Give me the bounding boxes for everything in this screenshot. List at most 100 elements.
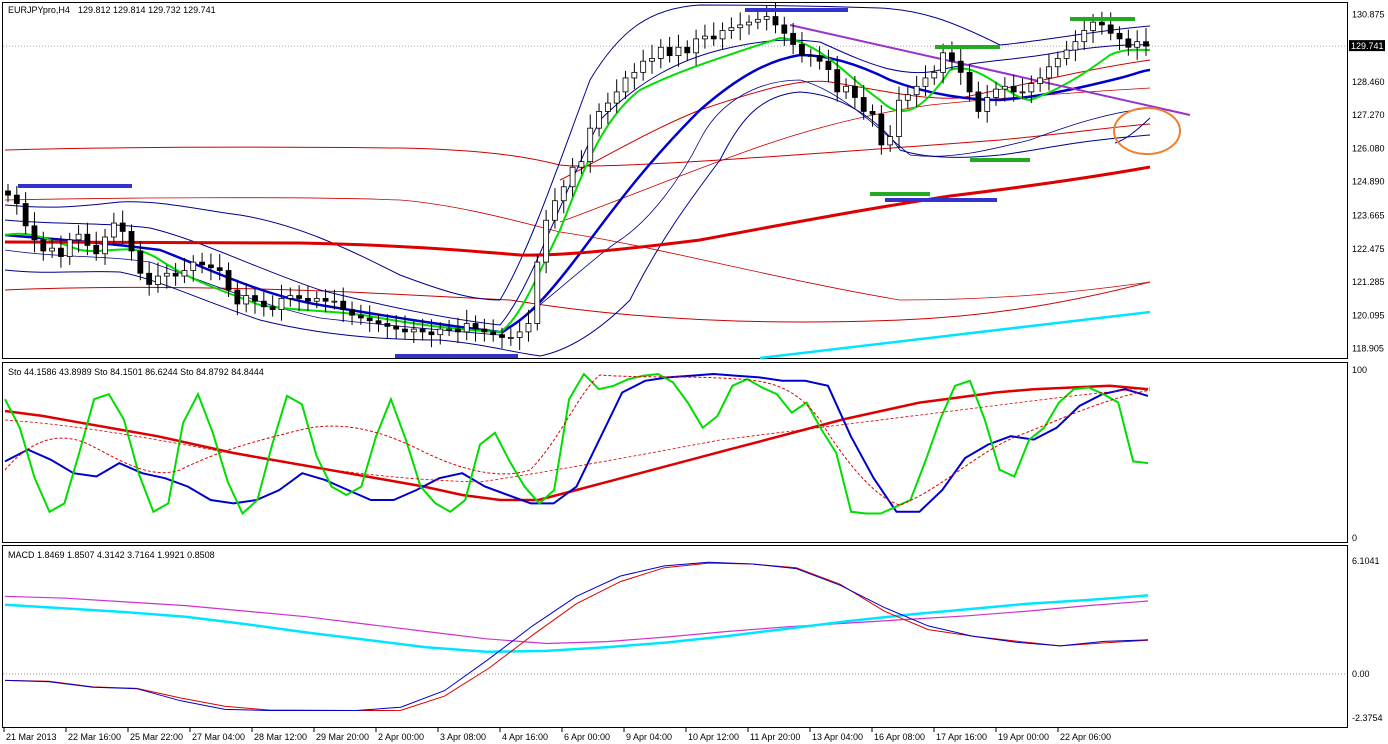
current-price-box (1349, 40, 1385, 52)
candle-down (375, 320, 382, 324)
candle-down (851, 85, 858, 98)
macd-main-line (4, 561, 1149, 711)
candle-up (613, 91, 620, 104)
candle-up (287, 295, 294, 299)
stochastic-lines (4, 372, 1151, 516)
time-tick-label: 9 Apr 04:00 (626, 732, 672, 742)
price-tick-label: 124.890 (1352, 176, 1385, 186)
env-mid-red (4, 197, 1151, 301)
candle-up (904, 94, 911, 101)
ohlc-label: 129.812 129.814 129.732 129.741 (78, 5, 216, 15)
cyan-line (759, 310, 1151, 360)
candle-up (807, 55, 814, 58)
candle-up (1019, 91, 1026, 94)
time-tick-label: 10 Apr 12:00 (688, 732, 739, 742)
candle-up (1001, 85, 1008, 90)
price-tick-label: 128.460 (1352, 77, 1385, 87)
candle-up (604, 102, 611, 112)
sto-signal-dotted-2 (4, 387, 1151, 483)
candle-down (146, 272, 153, 285)
time-tick-label: 11 Apr 20:00 (750, 732, 800, 742)
candle-up (940, 52, 947, 73)
price-tick-label: 127.270 (1352, 110, 1385, 120)
stochastic-panel[interactable] (2, 362, 1348, 543)
time-tick-label: 4 Apr 16:00 (502, 732, 548, 742)
macd-axis: 6.1041 0.00 -2.3754 (1352, 556, 1383, 723)
env-upper-red (4, 123, 1151, 167)
candle-up (243, 295, 250, 305)
candle-down (22, 203, 29, 227)
candle-down (305, 297, 311, 302)
candle-down (428, 331, 435, 336)
candle-up (1090, 21, 1096, 31)
annotations[interactable] (18, 8, 1181, 358)
candle-up (1063, 49, 1070, 59)
time-tick-label: 22 Apr 06:00 (1060, 732, 1111, 742)
price-tick-label: 122.475 (1352, 244, 1385, 254)
candle-up (922, 77, 929, 87)
time-tick-label: 21 Mar 2013 (6, 732, 57, 742)
candle-up (649, 58, 655, 62)
time-tick-label: 19 Apr 00:00 (998, 732, 1049, 742)
current-price-label: 129.741 (1351, 41, 1384, 51)
candle-down (252, 295, 258, 302)
bb-upper (4, 4, 1151, 301)
candle-down (1143, 41, 1149, 47)
candle-up (746, 21, 752, 26)
candle-up (640, 60, 647, 73)
candle-down (772, 16, 779, 26)
time-tick-label: 13 Apr 04:00 (812, 732, 863, 742)
candle-down (207, 264, 214, 269)
candle-up (181, 270, 188, 277)
candle-down (799, 44, 805, 57)
candle-down (225, 270, 232, 291)
macd-panel[interactable] (2, 545, 1348, 728)
ma-red-inner (559, 59, 1151, 181)
candle-up (534, 261, 541, 324)
candle-up (728, 27, 735, 31)
candle-down (1098, 21, 1105, 26)
candle-up (331, 300, 338, 303)
candle-down (1116, 32, 1123, 40)
time-tick-label: 29 Mar 20:00 (316, 732, 369, 742)
candle-down (957, 60, 964, 73)
macd-tick-label: 6.1041 (1352, 556, 1380, 566)
sto-signal-dotted (4, 374, 1151, 506)
candle-down (269, 306, 276, 310)
price-panel[interactable] (2, 2, 1348, 359)
time-tick-label: 22 Mar 16:00 (68, 732, 121, 742)
macd-tick-label: -2.3754 (1352, 713, 1383, 723)
candle-up (1037, 77, 1044, 84)
candle-down (710, 35, 717, 40)
candle-down (472, 323, 479, 330)
candle-up (896, 99, 902, 137)
candle-down (340, 300, 347, 310)
candle-up (49, 247, 56, 252)
candle-up (543, 219, 550, 263)
candle-down (128, 231, 135, 252)
time-tick-label: 16 Apr 08:00 (874, 732, 925, 742)
candle-up (1046, 66, 1052, 79)
candle-down (137, 250, 144, 274)
candle-down (402, 328, 408, 333)
candle-up (102, 236, 108, 255)
time-tick-label: 3 Apr 08:00 (440, 732, 486, 742)
candle-down (666, 46, 673, 57)
candle-down (234, 289, 241, 305)
candle-down (40, 239, 47, 252)
candle-down (93, 244, 100, 255)
trendline (789, 24, 1191, 116)
candle-down (199, 261, 205, 266)
candle-up (587, 127, 594, 163)
time-tick-label: 17 Apr 16:00 (936, 732, 987, 742)
candle-down (216, 267, 223, 271)
candle-up (410, 328, 417, 333)
candle-down (366, 317, 373, 322)
candle-down (5, 190, 11, 196)
macd-tick-label: 0.00 (1352, 669, 1370, 679)
candle-down (393, 325, 400, 330)
candle-down (966, 71, 973, 93)
candle-up (993, 88, 999, 98)
candle-down (878, 113, 885, 146)
